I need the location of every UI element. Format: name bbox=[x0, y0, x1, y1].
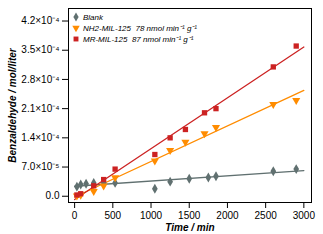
svg-text:1500: 1500 bbox=[178, 210, 201, 221]
svg-text:3000: 3000 bbox=[293, 210, 316, 221]
svg-text:500: 500 bbox=[104, 210, 121, 221]
svg-text:MR-MIL-125 87 nmol min⁻¹ g⁻¹: MR-MIL-125 87 nmol min⁻¹ g⁻¹ bbox=[83, 35, 194, 44]
svg-text:0.0: 0.0 bbox=[46, 190, 60, 201]
svg-text:1.4×10⁻⁴: 1.4×10⁻⁴ bbox=[21, 132, 59, 143]
svg-text:0: 0 bbox=[72, 210, 78, 221]
svg-text:1000: 1000 bbox=[140, 210, 163, 221]
svg-text:2000: 2000 bbox=[216, 210, 239, 221]
svg-text:Blank: Blank bbox=[83, 13, 104, 22]
svg-text:3.5×10⁻⁴: 3.5×10⁻⁴ bbox=[21, 44, 59, 55]
svg-text:4.2×10⁻⁴: 4.2×10⁻⁴ bbox=[21, 15, 59, 26]
svg-text:2.1×10⁻⁴: 2.1×10⁻⁴ bbox=[21, 103, 59, 114]
svg-text:2.8×10⁻⁴: 2.8×10⁻⁴ bbox=[21, 74, 59, 85]
svg-text:7.0×10⁻⁵: 7.0×10⁻⁵ bbox=[21, 161, 59, 172]
svg-text:2500: 2500 bbox=[255, 210, 278, 221]
svg-text:Benzaldehyde / mol/liter: Benzaldehyde / mol/liter bbox=[7, 47, 18, 163]
svg-text:NH2-MIL-125 78 nmol min⁻¹ g⁻¹: NH2-MIL-125 78 nmol min⁻¹ g⁻¹ bbox=[83, 24, 197, 33]
svg-text:Time / min: Time / min bbox=[165, 222, 214, 233]
